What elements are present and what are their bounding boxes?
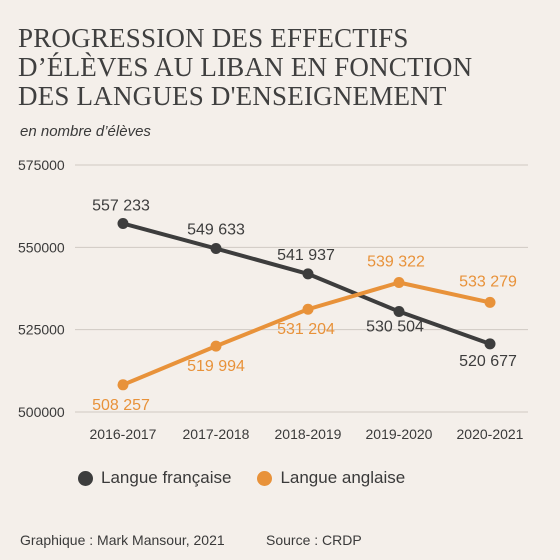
data-point-english	[117, 379, 129, 391]
data-point-french	[484, 338, 496, 350]
data-label-english: 519 994	[187, 358, 245, 375]
x-tick-label: 2017-2018	[183, 426, 250, 442]
data-point-french	[117, 218, 129, 230]
y-tick-label: 525000	[18, 322, 65, 338]
series-lines	[117, 218, 496, 391]
title-line: PROGRESSION DES EFFECTIFS	[18, 23, 409, 53]
legend-label-french: Langue française	[101, 468, 232, 487]
legend-item-french: Langue française	[78, 468, 231, 488]
legend-marker-french	[78, 470, 93, 486]
data-point-english	[393, 276, 405, 288]
axis-labels: 500000 525000 550000 575000 2016-2017 2017-20…	[18, 157, 524, 442]
title-line: D’ÉLÈVES AU LIBAN EN FONCTION	[18, 52, 473, 82]
y-tick-label: 500000	[18, 404, 65, 420]
y-tick-label: 550000	[18, 239, 65, 255]
data-labels: 557 233 549 633 541 937 530 504 520 677 508 2…	[92, 198, 517, 414]
data-label-english: 531 204	[277, 321, 335, 338]
data-label-english: 508 257	[92, 397, 150, 414]
legend-marker-english	[257, 470, 273, 486]
data-label-french: 549 633	[187, 222, 245, 239]
legend: Langue française Langue anglaise	[78, 468, 431, 488]
chart-title: PROGRESSION DES EFFECTIFS D’ÉLÈVES AU LI…	[18, 24, 548, 111]
data-label-french: 530 504	[366, 319, 424, 336]
x-tick-label: 2016-2017	[90, 426, 157, 442]
credit-text: Graphique : Mark Mansour, 2021	[20, 532, 225, 548]
data-point-french	[393, 306, 405, 318]
data-label-english: 539 322	[367, 253, 425, 270]
data-point-english	[302, 303, 314, 315]
data-label-french: 520 677	[459, 353, 517, 370]
data-label-english: 533 279	[459, 273, 517, 290]
x-tick-label: 2019-2020	[366, 426, 433, 442]
y-tick-label: 575000	[18, 157, 65, 173]
title-line: DES LANGUES D'ENSEIGNEMENT	[18, 81, 447, 111]
data-point-french	[210, 243, 222, 255]
x-tick-label: 2018-2019	[275, 426, 342, 442]
data-point-english	[484, 296, 496, 308]
data-label-french: 557 233	[92, 198, 150, 215]
chart-subtitle: en nombre d’élèves	[20, 123, 151, 140]
legend-label-english: Langue anglaise	[280, 468, 406, 487]
x-tick-label: 2020-2021	[457, 426, 524, 442]
source-text: Source : CRDP	[266, 532, 362, 548]
data-label-french: 541 937	[277, 247, 335, 264]
legend-item-english: Langue anglaise	[257, 468, 405, 488]
data-point-french	[302, 268, 314, 280]
data-point-english	[210, 340, 222, 352]
